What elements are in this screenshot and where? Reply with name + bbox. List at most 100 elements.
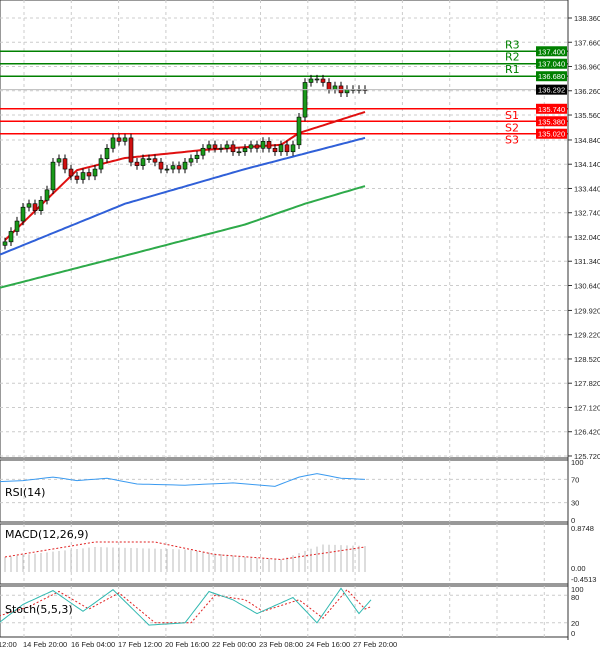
candle-body	[122, 137, 128, 142]
rsi-scale-label: 30	[571, 499, 579, 508]
level-price-label: 137.400	[538, 47, 565, 56]
price-tick-label: 136.960	[574, 63, 600, 72]
pane-frame-1	[0, 459, 569, 523]
candle-body	[158, 161, 164, 170]
candle-body	[86, 172, 92, 177]
candle-body	[272, 147, 278, 153]
candle-body	[8, 231, 14, 243]
rsi-label: RSI(14)	[5, 486, 45, 499]
price-tick-label: 133.440	[574, 184, 600, 193]
candle-body	[44, 189, 50, 201]
time-axis-label: 24 Feb 16:00	[306, 640, 350, 649]
time-axis-label: 16 Feb 04:00	[71, 640, 115, 649]
candle-body	[236, 151, 242, 154]
level-price-badge	[536, 71, 567, 82]
candle-body	[200, 147, 206, 156]
candle-body	[248, 144, 254, 149]
level-price-badge	[536, 128, 567, 139]
candle-body	[152, 158, 158, 163]
candle-body	[68, 168, 74, 177]
stoch-scale-label: 100	[571, 585, 584, 594]
time-axis-label: 14 Feb 20:00	[23, 640, 67, 649]
candle-body	[296, 116, 302, 146]
candle-body	[176, 165, 182, 170]
level-name-s3: S3	[505, 134, 519, 147]
candle-body	[38, 199, 44, 211]
time-axis-label: 23 Feb 08:00	[259, 640, 303, 649]
candle-body	[224, 144, 230, 149]
time-axis-label: 27 Feb 20:00	[353, 640, 397, 649]
time-axis-label: 12:00	[0, 640, 17, 649]
candle-body	[266, 141, 272, 149]
candle-body	[50, 161, 56, 191]
candle-body	[20, 206, 26, 222]
candle-body	[74, 175, 80, 180]
price-tick-label: 138.360	[574, 14, 600, 23]
price-tick-label: 134.840	[574, 136, 600, 145]
candle-body	[242, 147, 248, 153]
price-tick-label: 130.640	[574, 281, 600, 290]
candle-body	[188, 158, 194, 163]
candle-body	[62, 158, 68, 170]
price-tick-label: 132.740	[574, 209, 600, 218]
macd-signal-line	[4, 541, 366, 561]
price-tick-label: 136.260	[574, 87, 600, 96]
current-price-label: 136.292	[538, 86, 565, 95]
price-tick-label: 127.120	[574, 403, 600, 412]
candle-body	[290, 144, 296, 153]
candle-body	[212, 144, 218, 149]
ma-fast-line	[4, 110, 366, 241]
level-name-r3: R3	[505, 38, 520, 51]
level-name-r1: R1	[505, 63, 520, 76]
stoch-scale-label: 20	[571, 619, 579, 628]
candle-body	[260, 141, 266, 149]
level-name-r2: R2	[505, 51, 520, 64]
candle-body	[2, 241, 8, 246]
candle-body	[314, 78, 320, 81]
candle-body	[230, 144, 236, 153]
candle-body	[98, 158, 104, 170]
pane-frame-3	[0, 585, 569, 638]
level-price-label: 137.040	[538, 60, 565, 69]
level-price-badge	[536, 58, 567, 69]
candle-body	[278, 144, 284, 153]
rsi-scale-label: 0	[571, 516, 575, 525]
candle-body	[320, 78, 326, 83]
candle-body	[146, 158, 152, 160]
candle-body	[164, 168, 170, 171]
candle-body	[134, 161, 140, 166]
price-tick-label: 126.420	[574, 428, 600, 437]
rsi-scale-label: 70	[571, 475, 579, 484]
level-price-label: 135.020	[538, 130, 565, 139]
candle-body	[128, 137, 134, 163]
candle-body	[332, 85, 338, 90]
level-name-s2: S2	[505, 121, 519, 134]
candle-body	[110, 137, 116, 149]
candle-body	[182, 161, 188, 170]
candle-body	[92, 168, 98, 177]
level-price-badge	[536, 103, 567, 114]
stoch-label: Stoch(5,5,3)	[5, 603, 73, 616]
candle-body	[26, 203, 32, 208]
level-price-label: 136.680	[538, 72, 565, 81]
candle-body	[206, 144, 212, 149]
current-price-badge	[536, 84, 567, 95]
candle-body	[116, 137, 122, 142]
macd-scale-label: 0.00	[571, 564, 586, 573]
level-price-badge	[536, 116, 567, 127]
candle-body	[80, 172, 86, 180]
macd-label: MACD(12,26,9)	[5, 528, 89, 541]
macd-scale-label: 0.8748	[571, 524, 594, 533]
candle-body	[170, 165, 176, 170]
candle-body	[140, 158, 146, 166]
price-tick-label: 134.140	[574, 160, 600, 169]
candle-body	[284, 144, 290, 153]
candle-body	[32, 203, 38, 211]
stoch-main-line	[0, 587, 372, 626]
stoch-scale-label: 0	[571, 629, 575, 638]
price-tick-label: 129.920	[574, 306, 600, 315]
candle-body	[218, 147, 224, 150]
price-tick-label: 135.560	[574, 111, 600, 120]
